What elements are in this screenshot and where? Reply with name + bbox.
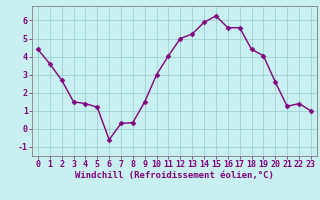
X-axis label: Windchill (Refroidissement éolien,°C): Windchill (Refroidissement éolien,°C) (75, 171, 274, 180)
